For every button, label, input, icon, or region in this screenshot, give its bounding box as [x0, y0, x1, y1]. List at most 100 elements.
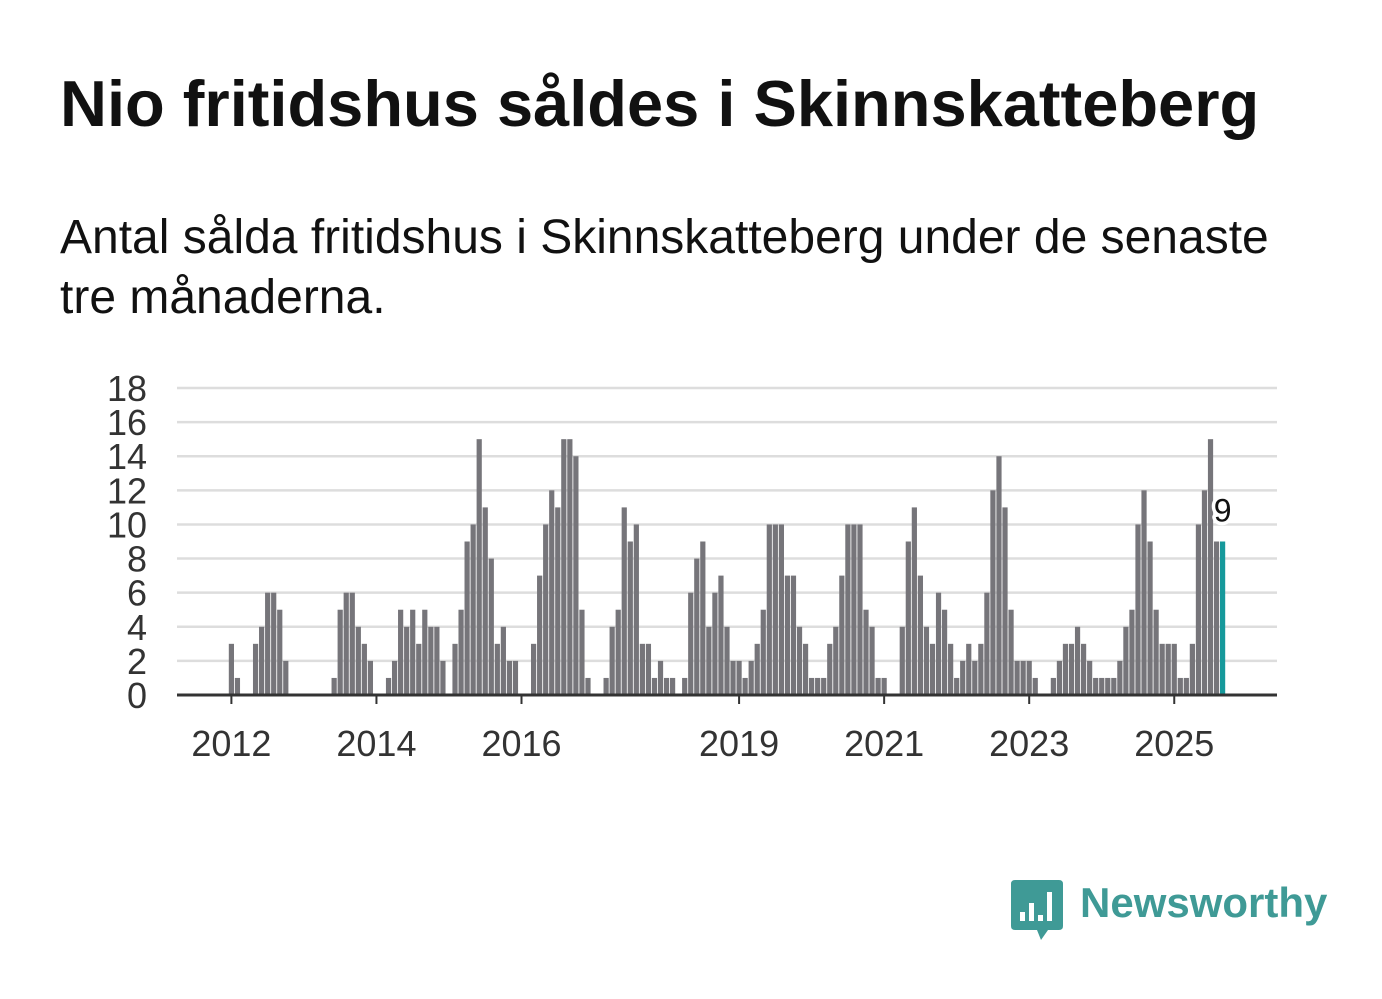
logo-bar	[1020, 912, 1025, 921]
bar	[954, 677, 960, 695]
bar	[966, 643, 972, 695]
y-tick-label: 12	[107, 470, 147, 511]
bar	[585, 677, 591, 695]
y-tick-label: 16	[107, 402, 147, 443]
bar	[821, 677, 827, 695]
bar	[1141, 490, 1147, 695]
bar	[778, 524, 784, 695]
bar	[458, 609, 464, 695]
bar	[724, 626, 730, 695]
bar	[228, 643, 234, 695]
bar	[537, 575, 543, 695]
bar	[827, 643, 833, 695]
bar	[1105, 677, 1111, 695]
bar	[839, 575, 845, 695]
bar	[869, 626, 875, 695]
page-title: Nio fritidshus såldes i Skinnskatteberg	[60, 67, 1260, 140]
bar	[645, 643, 652, 695]
y-tick-label: 4	[127, 607, 147, 648]
bar	[917, 575, 924, 695]
bar	[1171, 643, 1177, 695]
bar	[790, 575, 797, 695]
bar	[567, 439, 573, 695]
bar	[1165, 643, 1171, 695]
bar	[899, 626, 905, 695]
bar	[802, 643, 809, 695]
y-tick-label: 6	[127, 573, 147, 614]
gridlines	[177, 386, 1277, 663]
bar	[754, 643, 760, 695]
logo-bar	[1029, 903, 1034, 921]
bar	[1135, 524, 1141, 695]
bar	[391, 660, 398, 695]
bar	[1159, 643, 1165, 695]
bar	[452, 643, 458, 695]
logo-bar	[1038, 915, 1043, 921]
bar	[657, 660, 664, 695]
bar	[579, 609, 585, 695]
bar	[1020, 660, 1026, 695]
bar	[984, 592, 990, 695]
bar	[512, 660, 519, 695]
x-tick-label: 2012	[191, 723, 271, 764]
bar	[796, 626, 803, 695]
bar	[337, 609, 343, 695]
bar	[748, 660, 754, 695]
bar	[561, 439, 567, 695]
bar	[881, 677, 887, 695]
bar	[857, 524, 863, 695]
bar	[706, 626, 712, 695]
bar	[760, 609, 766, 695]
bar	[863, 609, 869, 695]
logo-bar	[1047, 892, 1052, 921]
bar	[663, 677, 670, 695]
bar	[742, 677, 748, 695]
bar	[428, 626, 434, 695]
bar	[978, 643, 984, 695]
bar	[682, 677, 688, 695]
bars	[228, 439, 1226, 695]
y-tick-label: 14	[107, 436, 147, 477]
bar	[265, 592, 271, 695]
x-tick-label: 2016	[481, 723, 561, 764]
bar	[1123, 626, 1129, 695]
x-tick-label: 2021	[844, 723, 924, 764]
bar	[718, 575, 724, 695]
logo-text: Newsworthy	[1080, 879, 1328, 926]
bar	[911, 507, 917, 695]
bar	[506, 660, 513, 695]
bar	[1111, 677, 1117, 695]
bar	[633, 524, 639, 695]
bar	[1099, 677, 1105, 695]
bar	[694, 558, 700, 695]
y-tick-label: 8	[127, 539, 147, 580]
bar	[990, 490, 996, 695]
page-subtitle: Antal sålda fritidshus i Skinnskatteberg…	[60, 211, 1269, 324]
bar	[712, 592, 718, 695]
bar	[252, 643, 259, 695]
bar	[1147, 541, 1153, 695]
bar	[772, 524, 778, 695]
bar	[809, 677, 815, 695]
bar	[905, 541, 911, 695]
bar	[923, 626, 930, 695]
bar	[331, 677, 337, 695]
bar	[615, 609, 621, 695]
bar	[440, 660, 446, 695]
bar	[1087, 660, 1093, 695]
bar	[543, 524, 549, 695]
bar	[1201, 490, 1208, 695]
bar	[651, 677, 658, 695]
bar	[434, 626, 440, 695]
bar	[464, 541, 470, 695]
bar	[1117, 660, 1123, 695]
bar	[422, 609, 428, 695]
y-tick-label: 18	[107, 368, 147, 409]
y-tick-label: 10	[107, 504, 147, 545]
bar	[815, 677, 821, 695]
x-tick-label: 2025	[1134, 723, 1214, 764]
x-tick-label: 2023	[989, 723, 1069, 764]
bar	[482, 507, 488, 695]
bar	[1050, 677, 1056, 695]
